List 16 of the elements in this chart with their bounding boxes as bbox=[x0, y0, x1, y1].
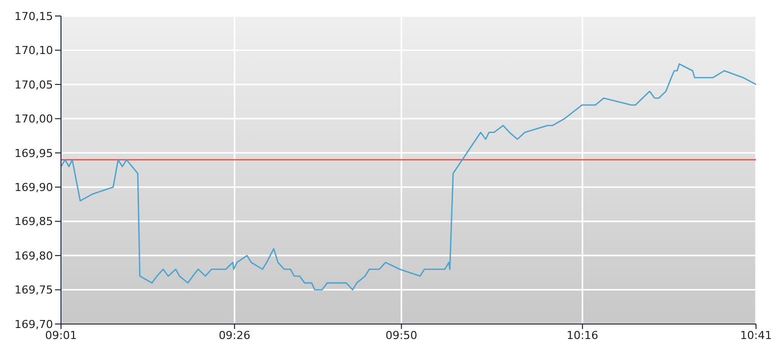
x-tick-label: 10:16 bbox=[566, 328, 598, 342]
y-tick-label: 169,70 bbox=[14, 318, 53, 331]
y-tick-label: 169,95 bbox=[14, 146, 53, 160]
y-tick-label: 169,75 bbox=[14, 284, 53, 297]
y-tick-label: 170,00 bbox=[14, 112, 53, 126]
y-tick-label: 169,85 bbox=[14, 215, 53, 228]
x-tick-label: 09:01 bbox=[45, 328, 77, 342]
x-tick-label: 10:41 bbox=[740, 328, 772, 342]
y-tick-label: 170,15 bbox=[14, 10, 53, 23]
x-tick-label: 09:50 bbox=[386, 328, 418, 342]
y-tick-label: 170,05 bbox=[14, 78, 53, 92]
line-series bbox=[61, 63, 756, 290]
y-tick-label: 169,90 bbox=[14, 181, 53, 194]
y-tick-label: 170,10 bbox=[14, 44, 53, 58]
y-tick-label: 169,80 bbox=[14, 249, 53, 262]
x-tick-label: 09:26 bbox=[218, 328, 250, 342]
